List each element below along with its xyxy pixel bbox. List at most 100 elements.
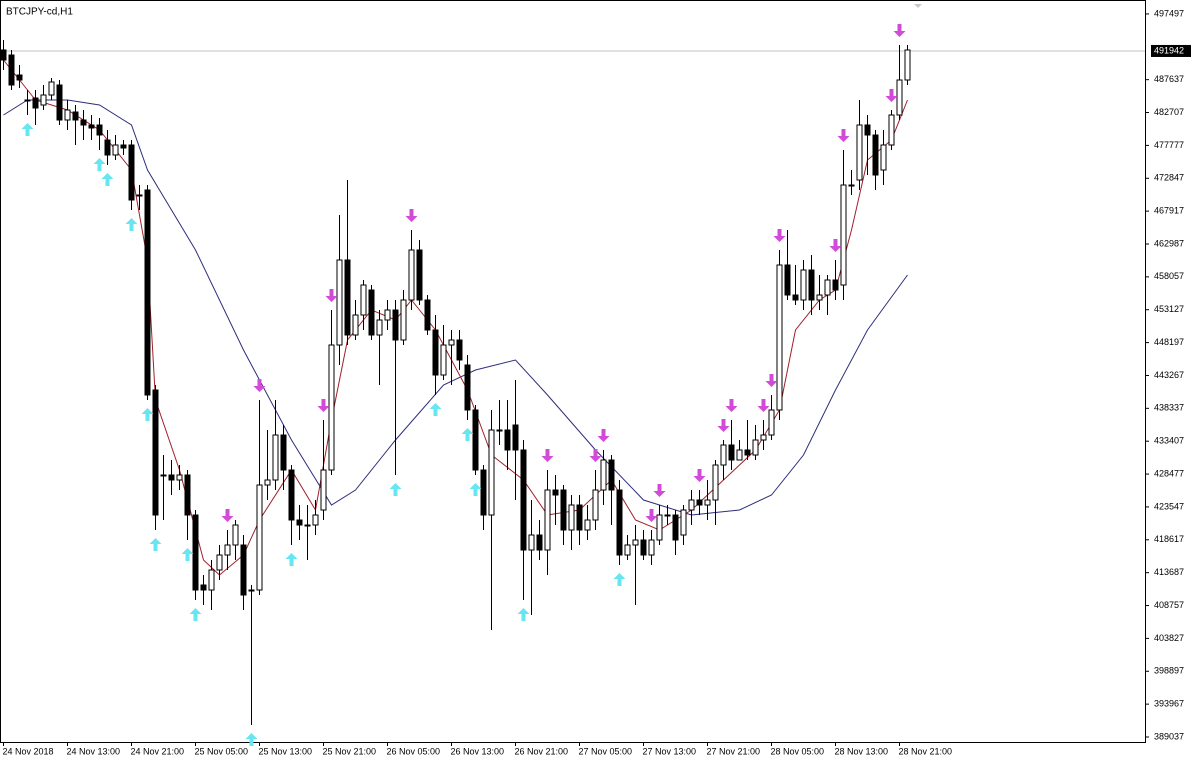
- sell-arrow: [693, 469, 706, 482]
- x-tick-label: 24 Nov 13:00: [67, 746, 121, 756]
- candle-body: [424, 299, 431, 331]
- candle-body: [80, 119, 87, 126]
- candle-body: [528, 534, 535, 551]
- buy-arrow: [517, 608, 530, 621]
- sell-arrow: [653, 484, 666, 497]
- candle-body: [448, 339, 455, 346]
- candle-body: [320, 469, 327, 511]
- sell-arrow: [717, 419, 730, 432]
- candle-body: [272, 434, 279, 481]
- sell-arrow: [541, 449, 554, 462]
- candle-body: [312, 514, 319, 526]
- candle-body: [168, 474, 175, 481]
- candle-body: [400, 299, 407, 341]
- candle-body: [736, 449, 743, 461]
- x-tick-label: 26 Nov 21:00: [515, 746, 569, 756]
- y-tick-label: 423547: [1154, 501, 1184, 511]
- candle-body: [264, 479, 271, 486]
- last-price-label: 491942: [1154, 45, 1184, 55]
- y-tick-label: 467917: [1154, 206, 1184, 216]
- candle-body: [816, 294, 823, 301]
- x-tick-label: 28 Nov 21:00: [899, 746, 953, 756]
- candle-body: [240, 544, 247, 596]
- sell-arrow: [221, 509, 234, 522]
- buy-arrow: [469, 483, 482, 496]
- buy-arrow: [93, 158, 106, 171]
- candle-body: [896, 79, 903, 116]
- candle-body: [104, 139, 111, 156]
- candle-body: [16, 74, 23, 81]
- y-tick-label: 398897: [1154, 666, 1184, 676]
- sell-arrow: [317, 399, 330, 412]
- candle-body: [192, 514, 199, 591]
- x-tick-label: 26 Nov 13:00: [451, 746, 505, 756]
- candle-body: [616, 489, 623, 556]
- candle-body: [208, 569, 215, 591]
- candle-body: [160, 474, 167, 477]
- buy-arrow: [389, 483, 402, 496]
- candle-body: [328, 344, 335, 471]
- candle-body: [432, 329, 439, 376]
- candle-body: [840, 184, 847, 286]
- buy-arrow: [429, 403, 442, 416]
- candle-body: [344, 259, 351, 336]
- candle-body: [720, 444, 727, 466]
- y-tick-label: 477777: [1154, 140, 1184, 150]
- buy-arrow: [613, 573, 626, 586]
- y-tick-label: 497497: [1154, 8, 1184, 18]
- candle-body: [64, 109, 71, 121]
- candle-body: [608, 459, 615, 491]
- candle-body: [872, 134, 879, 176]
- sell-arrow: [773, 229, 786, 242]
- x-tick-label: 27 Nov 05:00: [579, 746, 633, 756]
- x-tick-label: 25 Nov 13:00: [259, 746, 313, 756]
- candle-body: [712, 464, 719, 501]
- candle-body: [456, 339, 463, 361]
- candle-body: [656, 514, 663, 541]
- sell-arrow: [253, 379, 266, 392]
- candle-body: [792, 294, 799, 301]
- y-tick-label: 482707: [1154, 107, 1184, 117]
- candle-body: [768, 409, 775, 436]
- candle-body: [392, 309, 399, 341]
- candle-body: [0, 49, 7, 61]
- candle-body: [480, 469, 487, 516]
- x-tick-label: 25 Nov 21:00: [323, 746, 377, 756]
- y-tick-label: 443267: [1154, 370, 1184, 380]
- candle-body: [336, 259, 343, 346]
- y-tick-label: 428477: [1154, 468, 1184, 478]
- y-tick-label: 448197: [1154, 337, 1184, 347]
- candle-body: [888, 114, 895, 146]
- candle-body: [408, 249, 415, 301]
- candle-body: [600, 459, 607, 491]
- candle-body: [488, 429, 495, 516]
- candle-body: [640, 539, 647, 556]
- sell-arrow: [765, 374, 778, 387]
- buy-arrow: [141, 408, 154, 421]
- candle-body: [728, 444, 735, 461]
- candle-body: [360, 284, 367, 316]
- candle-body: [520, 449, 527, 551]
- candle-body: [224, 544, 231, 556]
- y-tick-label: 462987: [1154, 238, 1184, 248]
- buy-arrow: [125, 218, 138, 231]
- candle-body: [592, 489, 599, 521]
- plot-frame: [0, 0, 1146, 743]
- y-tick-label: 389037: [1154, 731, 1184, 741]
- buy-arrow: [461, 428, 474, 441]
- y-tick-label: 408757: [1154, 600, 1184, 610]
- candle-body: [248, 589, 255, 592]
- y-tick-label: 472847: [1154, 173, 1184, 183]
- candle-body: [752, 439, 759, 456]
- sell-arrow: [589, 449, 602, 462]
- buy-arrow: [245, 733, 258, 746]
- candle-body: [256, 484, 263, 591]
- y-tick-label: 438337: [1154, 403, 1184, 413]
- buy-arrow: [21, 123, 34, 136]
- candle-body: [232, 524, 239, 546]
- candle-body: [880, 144, 887, 171]
- candle-body: [544, 489, 551, 551]
- buy-arrow: [149, 538, 162, 551]
